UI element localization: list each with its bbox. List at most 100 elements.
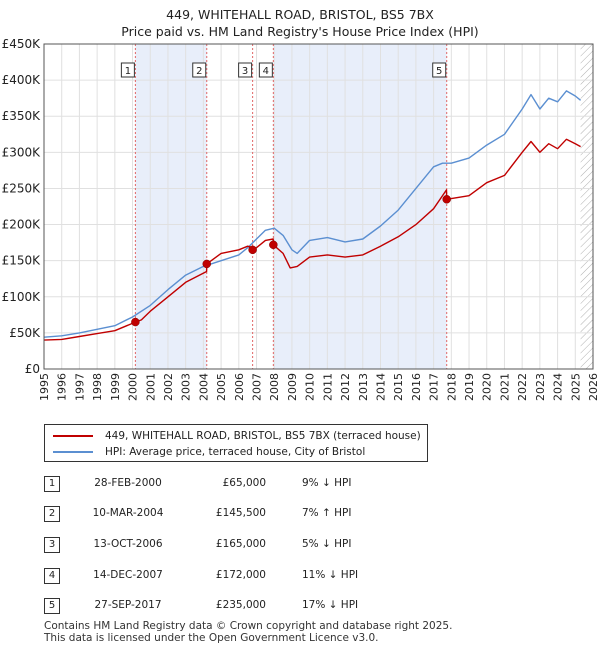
x-tick-label: 2000 bbox=[127, 373, 140, 401]
y-tick-label: £450K bbox=[2, 37, 42, 51]
x-tick-label: 2012 bbox=[339, 373, 352, 401]
x-tick-label: 1996 bbox=[56, 373, 69, 401]
y-tick-label: £400K bbox=[2, 73, 42, 87]
transaction-date: 28-FEB-2000 bbox=[94, 477, 162, 489]
x-tick-label: 2003 bbox=[180, 373, 193, 401]
y-tick-label: £100K bbox=[2, 290, 42, 304]
marker-label-box bbox=[432, 62, 447, 78]
marker-label-box bbox=[120, 62, 135, 78]
x-tick-label: 2005 bbox=[215, 373, 228, 401]
transaction-date: 27-SEP-2017 bbox=[94, 599, 162, 611]
table-row: 1 28-FEB-2000 £65,000 9% ↓ HPI bbox=[44, 474, 444, 494]
x-tick-label: 1997 bbox=[73, 373, 86, 401]
x-tick-label: 2025 bbox=[569, 373, 582, 401]
x-tick-label: 2010 bbox=[304, 373, 317, 401]
title-line-1: 449, WHITEHALL ROAD, BRISTOL, BS5 7BX bbox=[166, 7, 434, 22]
plot-frame bbox=[43, 43, 594, 370]
x-tick-label: 2018 bbox=[445, 373, 458, 401]
footer-licence: This data is licensed under the Open Gov… bbox=[44, 632, 379, 644]
legend-swatch-hpi bbox=[53, 451, 93, 453]
transaction-hpi: 5% ↓ HPI bbox=[302, 538, 352, 550]
sale-point bbox=[131, 317, 140, 327]
legend-label-property: 449, WHITEHALL ROAD, BRISTOL, BS5 7BX (t… bbox=[105, 430, 421, 442]
x-tick-label: 1995 bbox=[38, 373, 51, 401]
transaction-price: £65,000 bbox=[222, 477, 266, 489]
marker-label-box bbox=[192, 62, 207, 78]
y-tick-label: £200K bbox=[2, 218, 42, 232]
x-tick-label: 2023 bbox=[534, 373, 547, 401]
x-tick-label: 2015 bbox=[392, 373, 405, 401]
sale-point bbox=[269, 240, 278, 250]
x-tick-label: 2022 bbox=[516, 373, 529, 401]
marker-label: 4 bbox=[263, 66, 269, 77]
x-tick-label: 2021 bbox=[498, 373, 511, 401]
x-tick-label: 2024 bbox=[552, 373, 565, 401]
legend-item-hpi: HPI: Average price, terraced house, City… bbox=[53, 444, 365, 460]
y-tick-label: £250K bbox=[2, 181, 42, 195]
legend: 449, WHITEHALL ROAD, BRISTOL, BS5 7BX (t… bbox=[44, 424, 428, 462]
transaction-hpi: 9% ↓ HPI bbox=[302, 477, 352, 489]
x-tick-label: 2004 bbox=[197, 373, 210, 401]
y-tick-label: £350K bbox=[2, 109, 42, 123]
transaction-number: 4 bbox=[44, 568, 60, 584]
chart-title: 449, WHITEHALL ROAD, BRISTOL, BS5 7BX Pr… bbox=[0, 6, 600, 40]
legend-item-property: 449, WHITEHALL ROAD, BRISTOL, BS5 7BX (t… bbox=[53, 428, 421, 444]
transaction-date: 14-DEC-2007 bbox=[93, 569, 163, 581]
price-chart: £0 £50K £100K £150K £200K £250K £300K £350K £400… bbox=[2, 37, 600, 401]
sale-point bbox=[442, 195, 451, 204]
footer: Contains HM Land Registry data © Crown c… bbox=[44, 620, 452, 644]
marker-label: 2 bbox=[196, 66, 202, 77]
y-tick-label: £300K bbox=[2, 145, 42, 159]
table-row: 4 14-DEC-2007 £172,000 11% ↓ HPI bbox=[44, 566, 444, 586]
x-tick-label: 2017 bbox=[428, 373, 441, 401]
x-tick-label: 1999 bbox=[109, 373, 122, 401]
marker-label: 5 bbox=[436, 66, 442, 77]
transaction-date: 13-OCT-2006 bbox=[93, 538, 163, 550]
x-tick-label: 2002 bbox=[162, 373, 175, 401]
x-tick-label: 2007 bbox=[251, 373, 264, 401]
transaction-hpi: 7% ↑ HPI bbox=[302, 507, 352, 519]
transaction-number: 3 bbox=[44, 537, 60, 553]
title-line-2: Price paid vs. HM Land Registry's House … bbox=[121, 24, 479, 39]
legend-label-hpi: HPI: Average price, terraced house, City… bbox=[105, 446, 366, 458]
table-row: 2 10-MAR-2004 £145,500 7% ↑ HPI bbox=[44, 504, 444, 524]
x-tick-label: 2006 bbox=[233, 373, 246, 401]
transaction-price: £172,000 bbox=[215, 569, 266, 581]
x-tick-label: 2008 bbox=[268, 373, 281, 401]
footer-copyright: Contains HM Land Registry data © Crown c… bbox=[44, 620, 453, 632]
x-tick-label: 2009 bbox=[286, 373, 299, 401]
table-row: 5 27-SEP-2017 £235,000 17% ↓ HPI bbox=[44, 596, 444, 616]
hatched-forecast-region bbox=[580, 44, 593, 369]
marker-label: 1 bbox=[125, 66, 131, 77]
series-line-hpi bbox=[43, 90, 582, 338]
x-tick-label: 2026 bbox=[587, 373, 600, 401]
x-tick-label: 2019 bbox=[463, 373, 476, 401]
shaded-range bbox=[273, 44, 447, 369]
transaction-number: 2 bbox=[44, 506, 60, 522]
x-tick-label: 2001 bbox=[144, 373, 157, 401]
legend-swatch-property bbox=[53, 435, 93, 437]
marker-label-box bbox=[258, 62, 273, 78]
sale-point bbox=[202, 259, 212, 269]
x-tick-label: 2011 bbox=[321, 373, 334, 401]
transaction-price: £235,000 bbox=[215, 599, 266, 611]
transaction-date: 10-MAR-2004 bbox=[92, 507, 164, 519]
x-tick-label: 2013 bbox=[357, 373, 370, 401]
transaction-price: £145,500 bbox=[215, 507, 266, 519]
table-row: 3 13-OCT-2006 £165,000 5% ↓ HPI bbox=[44, 535, 444, 555]
marker-label-box bbox=[238, 62, 253, 78]
shaded-range bbox=[135, 44, 207, 369]
y-tick-label: £0 bbox=[25, 362, 40, 376]
y-tick-label: £150K bbox=[2, 254, 42, 268]
transaction-number: 5 bbox=[44, 598, 60, 614]
x-tick-label: 2020 bbox=[481, 373, 494, 401]
marker-label: 3 bbox=[242, 66, 248, 77]
x-tick-label: 2016 bbox=[410, 373, 423, 401]
transaction-hpi: 17% ↓ HPI bbox=[302, 599, 359, 611]
series-line-property bbox=[43, 138, 581, 341]
sale-point bbox=[248, 245, 257, 255]
x-tick-label: 2014 bbox=[374, 373, 387, 401]
transaction-price: £165,000 bbox=[215, 538, 266, 550]
y-tick-label: £50K bbox=[9, 326, 41, 340]
x-tick-label: 1998 bbox=[91, 373, 104, 401]
